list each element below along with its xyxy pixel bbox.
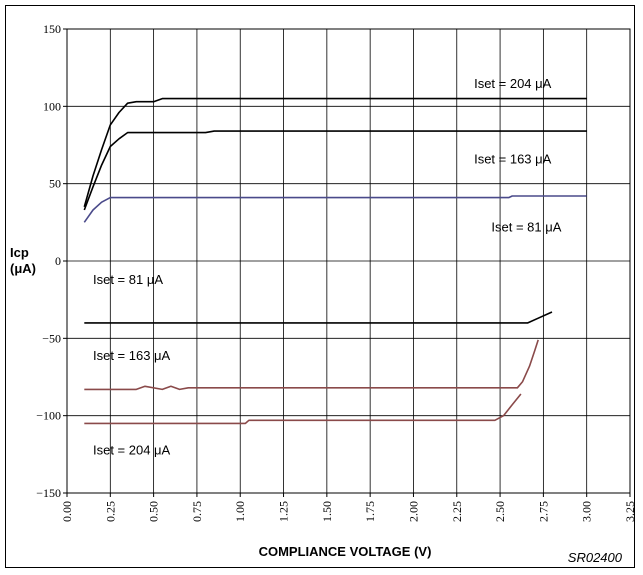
x-tick-label: 1.25: [277, 501, 291, 522]
chart-frame: [5, 5, 635, 568]
series-line-4: [84, 311, 553, 324]
series-line-5: [84, 339, 539, 391]
y-axis-label: Icp: [10, 245, 29, 260]
x-tick-label: 0.75: [190, 501, 204, 522]
x-tick-label: 1.00: [233, 501, 247, 522]
series-annotation: Iset = 204 μA: [474, 76, 552, 91]
series-line-3: [83, 195, 587, 223]
y-tick-label: −150: [36, 486, 61, 500]
series-line-2: [83, 130, 587, 211]
x-axis-ticks: 0.00 0.25 0.50 0.75 1.00 1.25 1.50 1.75 2.00 2.25…: [60, 493, 637, 522]
x-tick-label: 3.00: [580, 501, 594, 522]
y-tick-label: −100: [36, 409, 61, 423]
series-annotation: Iset = 81 μA: [93, 272, 163, 287]
series-annotation: Iset = 163 μA: [474, 152, 552, 167]
y-tick-label: 50: [49, 177, 61, 191]
series-annotation: Iset = 204 μA: [93, 442, 171, 457]
x-tick-label: 2.75: [536, 501, 550, 522]
series-line-6: [84, 393, 522, 425]
x-tick-label: 0.50: [147, 501, 161, 522]
grid: [67, 29, 630, 493]
series-line-1: [83, 97, 587, 208]
y-axis-ticks: 150 100 50 0 −50 −100 −150: [36, 22, 67, 500]
x-tick-label: 1.75: [363, 501, 377, 522]
x-tick-label: 2.25: [450, 501, 464, 522]
series-annotations: Iset = 204 μA Iset = 163 μA Iset = 81 μA Is…: [93, 76, 562, 458]
x-tick-label: 0.25: [103, 501, 117, 522]
series-annotation: Iset = 81 μA: [491, 220, 561, 235]
x-axis-label: COMPLIANCE VOLTAGE (V): [259, 544, 432, 559]
y-tick-label: 150: [43, 22, 61, 36]
y-axis-unit: (μA): [10, 261, 36, 276]
x-tick-label: 1.50: [320, 501, 334, 522]
x-tick-label: 3.25: [623, 501, 637, 522]
y-tick-label: −50: [42, 331, 61, 345]
series-annotation: Iset = 163 μA: [93, 348, 171, 363]
figure-code: SR02400: [568, 550, 623, 565]
x-tick-label: 2.50: [493, 501, 507, 522]
y-tick-label: 100: [43, 99, 61, 113]
y-tick-label: 0: [55, 254, 61, 268]
series-lines: [83, 97, 587, 425]
x-tick-label: 2.00: [406, 501, 420, 522]
x-tick-label: 0.00: [60, 501, 74, 522]
